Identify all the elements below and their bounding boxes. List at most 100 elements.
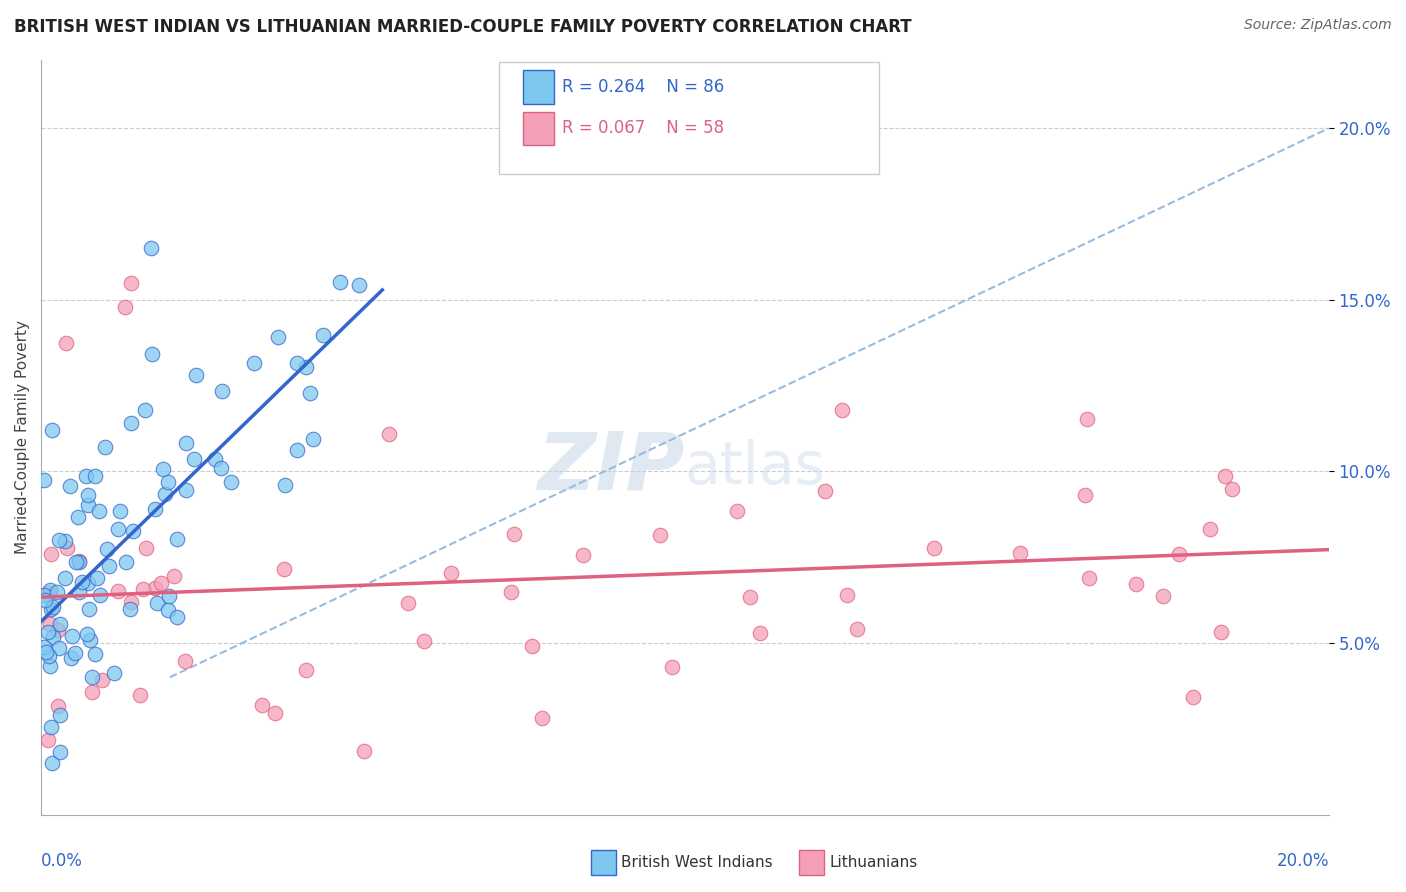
Point bbox=[295, 663, 318, 677]
Point bbox=[49, 707, 72, 722]
Point bbox=[1076, 412, 1098, 426]
Point bbox=[107, 522, 129, 536]
Point bbox=[97, 559, 120, 574]
Point bbox=[62, 629, 84, 643]
Point bbox=[530, 711, 553, 725]
Point bbox=[209, 460, 232, 475]
Point bbox=[53, 571, 76, 585]
Point bbox=[1198, 522, 1220, 536]
Point bbox=[42, 630, 65, 644]
Point bbox=[49, 617, 72, 632]
Point bbox=[65, 555, 87, 569]
Text: atlas: atlas bbox=[685, 439, 825, 496]
Point bbox=[845, 622, 868, 636]
Point bbox=[37, 624, 59, 639]
Point bbox=[1182, 690, 1205, 704]
Point bbox=[1008, 546, 1031, 560]
Point bbox=[219, 475, 242, 489]
Point bbox=[273, 478, 295, 492]
Point bbox=[1125, 577, 1147, 591]
Text: R = 0.067    N = 58: R = 0.067 N = 58 bbox=[562, 120, 724, 137]
Point bbox=[1220, 482, 1243, 496]
Point bbox=[115, 555, 138, 569]
Point bbox=[34, 640, 56, 655]
Point bbox=[34, 589, 56, 603]
Text: 20.0%: 20.0% bbox=[1277, 852, 1329, 870]
Point bbox=[41, 756, 63, 770]
Point bbox=[59, 650, 82, 665]
Point bbox=[77, 576, 100, 591]
Point bbox=[41, 602, 63, 616]
Point bbox=[70, 575, 93, 590]
Text: R = 0.264    N = 86: R = 0.264 N = 86 bbox=[562, 78, 724, 96]
Point bbox=[67, 555, 90, 569]
Point bbox=[83, 468, 105, 483]
Point bbox=[80, 685, 103, 699]
Point bbox=[141, 347, 163, 361]
Point bbox=[174, 483, 197, 497]
Point bbox=[80, 670, 103, 684]
Point bbox=[166, 609, 188, 624]
Point bbox=[67, 510, 90, 524]
Point bbox=[353, 744, 375, 758]
Point bbox=[96, 541, 118, 556]
Point bbox=[139, 241, 162, 255]
Point bbox=[396, 596, 419, 610]
Point bbox=[63, 646, 86, 660]
Point bbox=[37, 586, 59, 600]
Point bbox=[120, 602, 142, 616]
Text: ZIP: ZIP bbox=[537, 428, 685, 507]
Point bbox=[93, 440, 115, 454]
Y-axis label: Married-Couple Family Poverty: Married-Couple Family Poverty bbox=[15, 320, 30, 554]
Point bbox=[86, 571, 108, 585]
Point bbox=[163, 569, 186, 583]
Point bbox=[264, 706, 287, 720]
Text: 0.0%: 0.0% bbox=[41, 852, 83, 870]
Point bbox=[120, 276, 142, 290]
Point bbox=[740, 591, 762, 605]
Point bbox=[661, 660, 683, 674]
Point bbox=[1078, 570, 1101, 584]
Point bbox=[35, 646, 58, 660]
Point bbox=[77, 487, 100, 501]
Point bbox=[129, 688, 152, 702]
Point bbox=[250, 698, 273, 712]
Point bbox=[122, 524, 145, 538]
Point bbox=[302, 433, 325, 447]
Point bbox=[46, 624, 69, 638]
Point bbox=[77, 498, 100, 512]
Point bbox=[39, 720, 62, 734]
Point bbox=[103, 665, 125, 680]
Text: Lithuanians: Lithuanians bbox=[830, 855, 918, 871]
Point bbox=[501, 585, 523, 599]
Point bbox=[89, 588, 111, 602]
Point bbox=[267, 330, 290, 344]
Point bbox=[835, 589, 858, 603]
Point bbox=[186, 368, 208, 382]
Point bbox=[38, 616, 60, 631]
Point bbox=[34, 473, 56, 487]
Point bbox=[143, 502, 166, 516]
Point bbox=[814, 484, 837, 499]
Point bbox=[59, 479, 82, 493]
Point bbox=[503, 527, 526, 541]
Point bbox=[1152, 590, 1174, 604]
Point bbox=[156, 475, 179, 489]
Text: British West Indians: British West Indians bbox=[621, 855, 773, 871]
Text: Source: ZipAtlas.com: Source: ZipAtlas.com bbox=[1244, 18, 1392, 32]
Point bbox=[41, 423, 63, 437]
Point bbox=[378, 426, 401, 441]
Text: BRITISH WEST INDIAN VS LITHUANIAN MARRIED-COUPLE FAMILY POVERTY CORRELATION CHAR: BRITISH WEST INDIAN VS LITHUANIAN MARRIE… bbox=[14, 18, 911, 36]
Point bbox=[48, 640, 70, 655]
Point bbox=[56, 541, 79, 556]
Point bbox=[67, 554, 90, 568]
Point bbox=[38, 659, 60, 673]
Point bbox=[143, 581, 166, 595]
Point bbox=[110, 504, 132, 518]
Point bbox=[79, 633, 101, 648]
Point bbox=[440, 566, 463, 580]
Point bbox=[1209, 625, 1232, 640]
Point bbox=[572, 548, 595, 562]
Point bbox=[46, 698, 69, 713]
Point bbox=[204, 451, 226, 466]
